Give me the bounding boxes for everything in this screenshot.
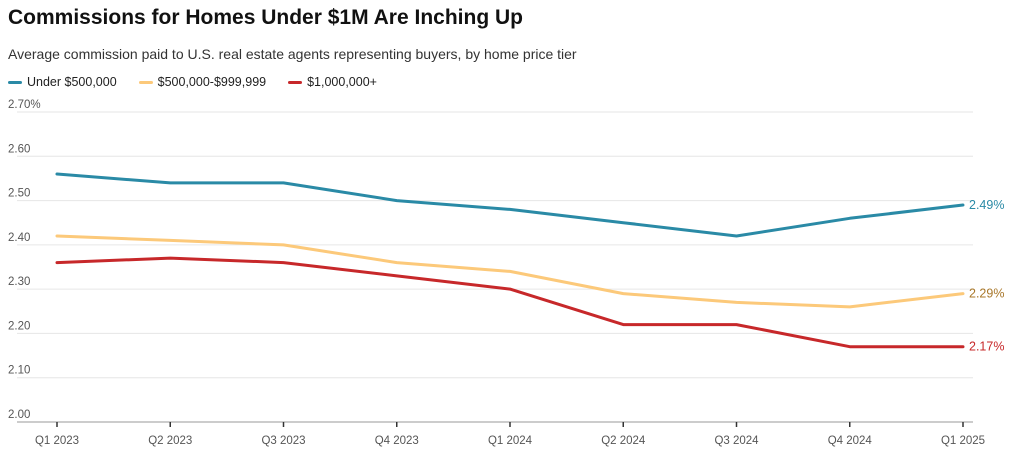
y-tick-label: 2.40 (8, 232, 30, 244)
legend-label-500k-999k: $500,000-$999,999 (157, 75, 267, 89)
legend: Under $500,000 $500,000-$999,999 $1,000,… (8, 75, 399, 89)
x-tick-label: Q1 2023 (35, 435, 79, 447)
series-line (55, 172, 965, 238)
series-lines (55, 172, 965, 349)
legend-label-under-500k: Under $500,000 (27, 75, 117, 89)
legend-item-1m-plus: $1,000,000+ (288, 75, 377, 89)
x-tick-label: Q3 2024 (714, 435, 759, 447)
end-value-label: 2.29% (969, 287, 1004, 301)
y-tick-label: 2.50 (8, 188, 30, 200)
y-tick-label: 2.70% (8, 99, 41, 111)
x-tick-label: Q2 2023 (148, 435, 192, 447)
x-tick-label: Q2 2024 (601, 435, 646, 447)
end-labels: 2.49% 2.29% 2.17% (969, 198, 1004, 354)
x-tick-label: Q3 2023 (261, 435, 305, 447)
x-tick-label: Q4 2024 (828, 435, 873, 447)
legend-swatch-500k-999k (138, 80, 153, 84)
x-tick-label: Q1 2024 (488, 435, 533, 447)
legend-item-under-500k: Under $500,000 (8, 75, 117, 89)
legend-swatch-1m-plus (288, 80, 303, 84)
series-line (55, 234, 965, 309)
chart-title: Commissions for Homes Under $1M Are Inch… (8, 6, 523, 29)
gridlines (17, 111, 973, 379)
y-axis-ticks: 2.00 2.10 2.20 2.30 2.40 2.50 2.60 2.70% (8, 99, 41, 421)
x-axis: Q1 2023 Q2 2023 Q3 2023 Q4 2023 Q1 2024 Q2 20… (17, 421, 985, 447)
chart-subtitle: Average commission paid to U.S. real est… (8, 46, 577, 62)
legend-label-1m-plus: $1,000,000+ (307, 75, 377, 89)
y-tick-label: 2.00 (8, 409, 30, 421)
y-tick-label: 2.10 (8, 365, 30, 377)
y-tick-label: 2.60 (8, 143, 30, 155)
y-tick-label: 2.30 (8, 276, 30, 288)
y-tick-label: 2.20 (8, 320, 30, 332)
legend-swatch-under-500k (8, 80, 22, 84)
series-line (55, 256, 965, 349)
end-value-label: 2.17% (969, 340, 1004, 354)
end-value-label: 2.49% (969, 198, 1004, 212)
x-tick-label: Q4 2023 (375, 435, 419, 447)
legend-item-500k-999k: $500,000-$999,999 (138, 75, 267, 89)
x-tick-label: Q1 2025 (941, 435, 985, 447)
